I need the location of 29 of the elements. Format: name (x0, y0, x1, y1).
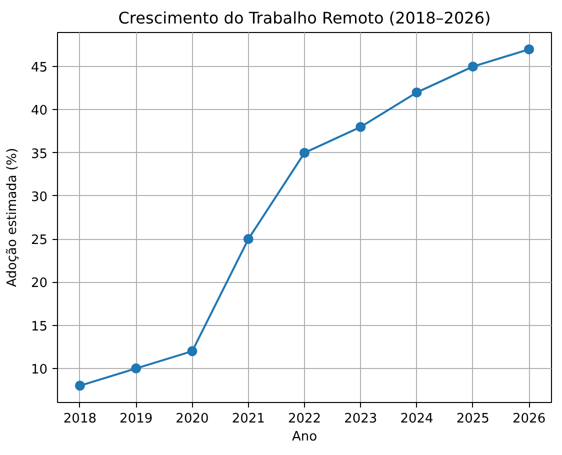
point (412, 87, 422, 98)
x-tick-label: 2021 (232, 412, 265, 426)
x-tick-label: 2026 (512, 412, 546, 426)
y-tick-label: 15 (30, 319, 48, 334)
y-tick-label: 35 (30, 146, 48, 162)
point (131, 363, 142, 374)
y-tick-label: 45 (30, 60, 48, 76)
point (524, 44, 534, 54)
point (468, 62, 478, 72)
point (300, 148, 310, 158)
y-tick-label: 25 (30, 233, 48, 248)
y-axis-title: Adoção estimada (%) (4, 148, 20, 288)
y-tick-label: 30 (30, 190, 48, 205)
y-tick-label: 10 (30, 362, 48, 378)
chart-title: Crescimento do Trabalho Remoto (2018–2026) (118, 8, 491, 28)
point (187, 346, 198, 356)
point (356, 122, 366, 132)
x-tick-label: 2023 (344, 412, 378, 426)
x-tick-label: 2025 (456, 412, 490, 426)
x-tick-label: 2019 (120, 412, 153, 426)
x-axis-title: Ano (292, 430, 318, 444)
x-tick-label: 2020 (176, 412, 209, 426)
x-tick-label: 2022 (288, 412, 322, 426)
y-tick-label: 20 (30, 276, 48, 292)
point (243, 234, 254, 244)
x-tick-label: 2024 (400, 412, 434, 426)
point (74, 380, 85, 391)
y-tick-label: 40 (30, 104, 48, 119)
x-tick-label: 2018 (63, 412, 97, 426)
